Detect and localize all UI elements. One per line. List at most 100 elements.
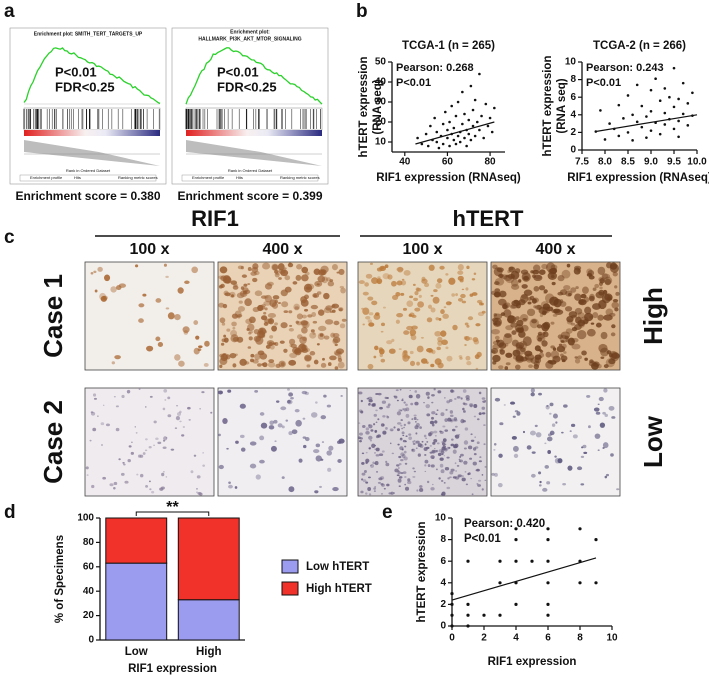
ihc-cell [358, 280, 365, 285]
ihc-cell [278, 277, 282, 280]
ihc-cell [575, 286, 579, 290]
ihc-cell [281, 476, 285, 479]
ihc-cell [508, 266, 514, 271]
ihc-cell [149, 395, 153, 398]
ihc-cell [333, 350, 342, 356]
annotation: P<0.01 [396, 77, 431, 89]
ihc-cell [338, 308, 343, 312]
marker: hTERT [453, 206, 524, 231]
ihc-cell [470, 478, 473, 480]
ihc-cell [574, 265, 582, 271]
ihc-cell [496, 339, 505, 347]
ihc-cell [523, 275, 529, 281]
ihc-cell [558, 343, 563, 347]
ihc-cell [264, 294, 273, 303]
point [466, 613, 470, 617]
ihc-cell [288, 328, 295, 332]
ihc-cell [401, 453, 406, 459]
ihc-cell [368, 435, 373, 440]
ihc-cell [602, 442, 609, 449]
ihc-cell [571, 343, 581, 350]
ihc-cell [399, 389, 402, 391]
ihc-cell [93, 270, 97, 274]
magnification: 100 x [129, 241, 169, 258]
ihc-cell [563, 351, 567, 354]
ihc-cell [392, 492, 395, 495]
ihc-cell [442, 445, 446, 449]
ihc-cell [310, 329, 315, 333]
point [530, 559, 534, 563]
ihc-cell [249, 441, 257, 446]
ihc-cell [386, 405, 390, 409]
ihc-cell [368, 446, 372, 450]
ihc-cell [121, 394, 125, 399]
ihc-cell [294, 409, 300, 413]
gsea-legend-box [19, 174, 157, 182]
point [631, 113, 634, 117]
ihc-cell [614, 285, 618, 289]
ihc-cell [288, 486, 295, 493]
ihc-cell [438, 477, 441, 480]
ihc-cell [223, 337, 229, 343]
ihc-cell [456, 464, 460, 467]
ihc-cell [429, 431, 434, 435]
ihc-cell [445, 408, 448, 411]
ihc-cell [404, 483, 406, 486]
ihc-cell [440, 493, 444, 496]
ihc-cell [92, 393, 97, 397]
point [454, 142, 458, 146]
ihc-cell [315, 455, 322, 462]
point [658, 132, 662, 136]
ihc-cell [598, 289, 605, 296]
ihc-cell [257, 363, 262, 367]
ihc-cell [557, 334, 563, 339]
y-tick-label: 80 [83, 537, 95, 548]
ihc-cell [134, 426, 137, 428]
ihc-cell [110, 286, 117, 293]
ihc-cell [365, 427, 370, 431]
ihc-cell [437, 390, 442, 394]
ihc-cell [338, 438, 345, 444]
ihc-cell [259, 352, 268, 360]
ihc-cell [587, 269, 595, 277]
ihc-cell [438, 317, 442, 321]
ihc-cell [210, 411, 213, 414]
ihc-cell [416, 345, 424, 353]
point [617, 103, 621, 107]
point [435, 140, 439, 144]
ihc-cell [510, 279, 519, 287]
ihc-cell [601, 273, 609, 280]
ihc-cell [300, 299, 309, 307]
point [482, 613, 486, 617]
point [677, 135, 680, 139]
ihc-cell [562, 483, 567, 486]
ihc-cell [165, 476, 168, 478]
y-tick-label: 40 [375, 77, 387, 88]
ihc-cell [507, 315, 517, 324]
gsea-frame [9, 27, 167, 185]
gsea-metric-area [24, 140, 160, 166]
ihc-cell [327, 467, 332, 472]
ihc-cell [424, 464, 427, 467]
ihc-cell [167, 396, 171, 400]
ihc-cell [163, 388, 168, 393]
ihc-cell [493, 449, 496, 451]
ihc-cell [261, 315, 268, 321]
ihc-cell [440, 479, 444, 483]
ihc-cell [396, 313, 404, 318]
panel-label: a [4, 1, 15, 22]
ihc-cell [412, 442, 416, 445]
ihc-cell [385, 462, 390, 467]
ihc-cell [400, 459, 404, 462]
ihc-cell [400, 292, 405, 296]
point [420, 142, 424, 146]
ihc-cell [221, 322, 226, 326]
panel-label: e [382, 502, 393, 523]
ihc-cell [406, 325, 413, 331]
point [672, 105, 676, 109]
ihc-cell [277, 263, 285, 271]
ihc-cell [403, 270, 411, 276]
ihc-cell [554, 455, 557, 458]
ihc-cell [439, 463, 444, 468]
ihc-cell [459, 453, 464, 457]
